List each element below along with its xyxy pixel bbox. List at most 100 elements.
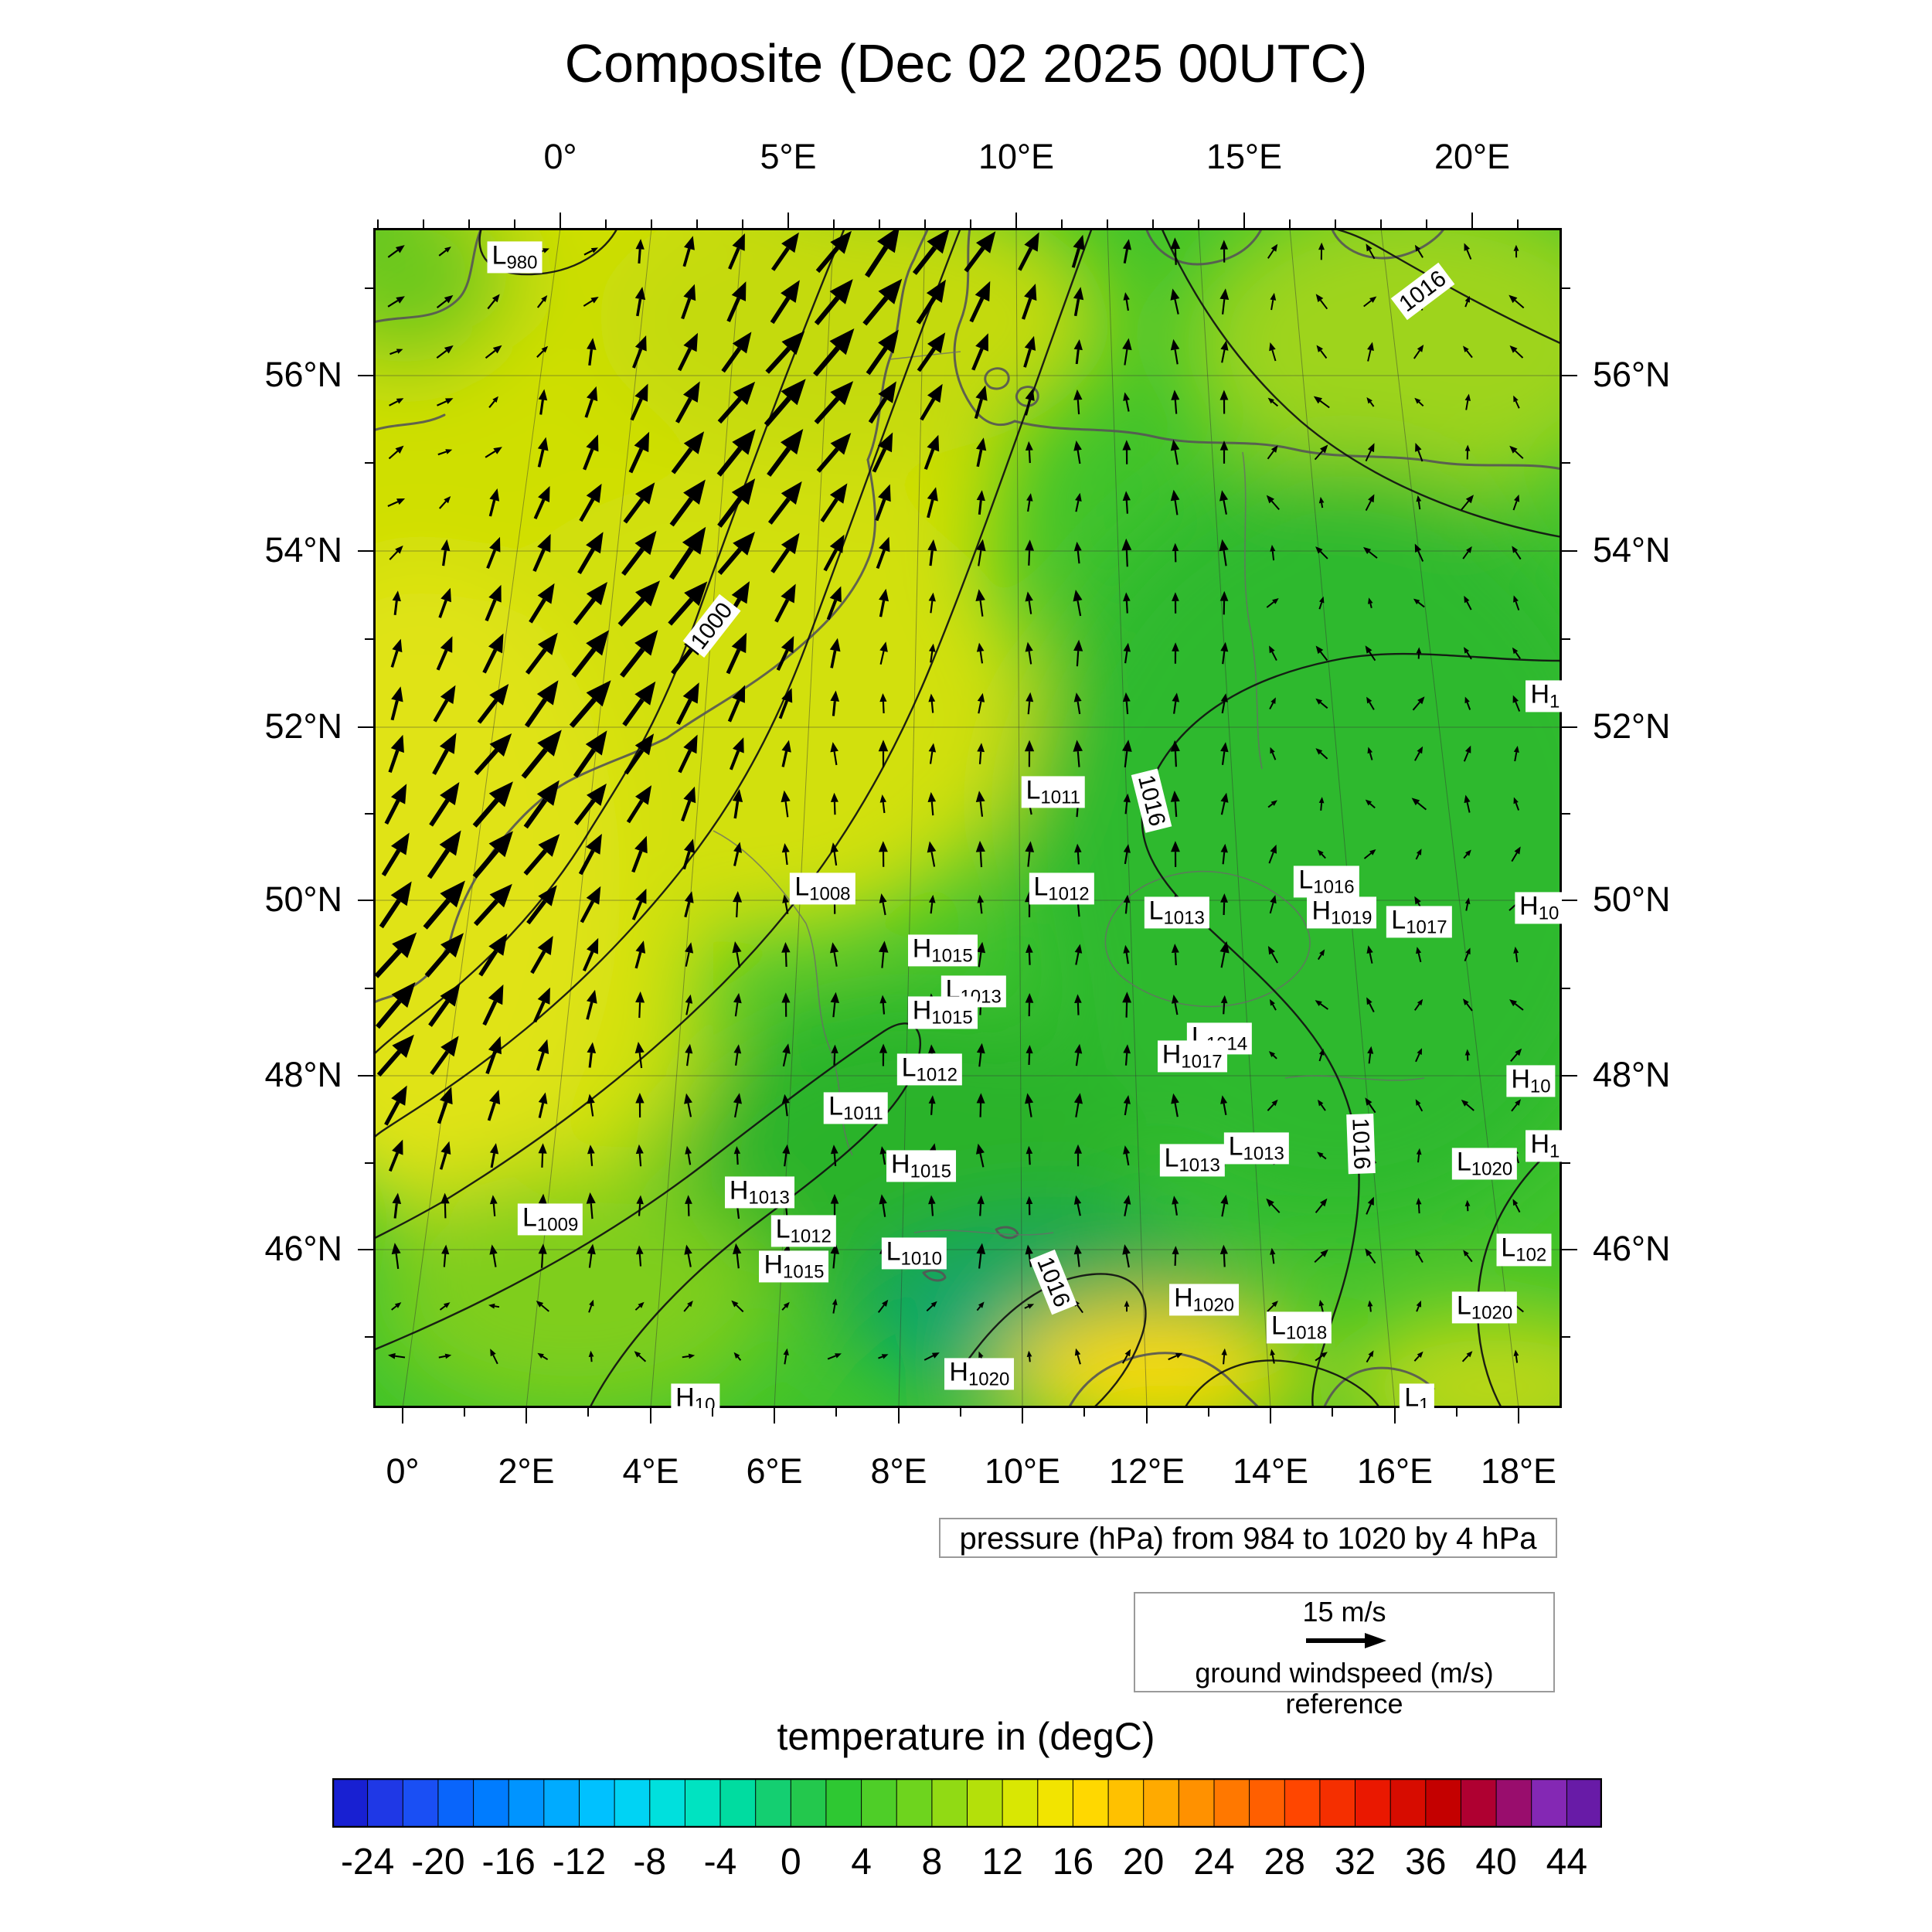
axis-tick bbox=[1562, 374, 1577, 377]
isobar-value-label: 1000 bbox=[682, 594, 741, 658]
axis-tick bbox=[514, 219, 515, 228]
axis-tick bbox=[358, 899, 373, 902]
axis-tick bbox=[879, 219, 880, 228]
axis-tick bbox=[464, 1408, 465, 1417]
colorbar-tick-label: 36 bbox=[1405, 1842, 1447, 1883]
colorbar-tick-label: 20 bbox=[1122, 1842, 1165, 1883]
pressure-center-label: L1020 bbox=[1451, 1291, 1518, 1324]
pressure-center-label: L1013 bbox=[1159, 1144, 1225, 1176]
pressure-center-label: L1017 bbox=[1386, 906, 1452, 938]
pressure-center-label: H1020 bbox=[944, 1358, 1015, 1390]
axis-tick bbox=[651, 219, 652, 228]
map-label-overlay: L980 L1011 L1008 L1012 L1013 L1016 H1019 L1017 H… bbox=[373, 228, 1562, 1408]
axis-tick bbox=[365, 462, 373, 464]
axis-label-bottom: 4°E bbox=[622, 1451, 679, 1491]
axis-tick bbox=[1562, 1162, 1570, 1164]
colorbar-tick-label: 16 bbox=[1052, 1842, 1094, 1883]
pressure-center-label: H1 bbox=[1526, 1130, 1562, 1162]
axis-tick bbox=[1562, 1074, 1577, 1077]
axis-tick bbox=[835, 1408, 837, 1417]
axis-label-bottom: 6°E bbox=[746, 1451, 803, 1491]
axis-label-right: 48°N bbox=[1593, 1055, 1671, 1094]
isobar-value-label: 1016 bbox=[1346, 1113, 1376, 1174]
axis-label-left: 56°N bbox=[264, 355, 342, 394]
colorbar-title: temperature in (degC) bbox=[777, 1715, 1155, 1758]
axis-tick bbox=[1562, 988, 1570, 989]
colorbar-tick-label: -20 bbox=[411, 1842, 465, 1883]
page-title: Composite (Dec 02 2025 00UTC) bbox=[564, 33, 1368, 94]
colorbar-tick-label: -12 bbox=[552, 1842, 607, 1883]
colorbar-tick-label: 40 bbox=[1475, 1842, 1517, 1883]
axis-tick bbox=[401, 1408, 404, 1423]
colorbar-tick-label: -8 bbox=[633, 1842, 667, 1883]
isobar-value-label: 1016 bbox=[1390, 263, 1455, 321]
axis-tick bbox=[1145, 1408, 1148, 1423]
wind-reference-caption: ground windspeed (m/s) reference bbox=[1195, 1657, 1494, 1719]
axis-tick bbox=[1107, 219, 1108, 228]
axis-label-top: 10°E bbox=[978, 137, 1055, 176]
axis-label-top: 15°E bbox=[1206, 137, 1283, 176]
axis-tick bbox=[358, 549, 373, 553]
axis-tick bbox=[1562, 899, 1577, 902]
colorbar-tick-label: 28 bbox=[1264, 1842, 1305, 1883]
axis-tick bbox=[696, 219, 698, 228]
coastlines bbox=[373, 228, 1562, 1408]
axis-tick bbox=[1061, 219, 1063, 228]
axis-tick bbox=[365, 638, 373, 640]
axis-tick bbox=[365, 988, 373, 989]
axis-tick bbox=[423, 219, 424, 228]
axis-label-left: 50°N bbox=[264, 879, 342, 919]
axis-tick bbox=[1289, 219, 1291, 228]
colorbar-tick-labels: -24 -20 -16 -12 -8 -4 0 4 8 12 16 20 24 28 32 36 40 44 bbox=[0, 1841, 1932, 1887]
pressure-center-label: L1020 bbox=[1451, 1148, 1518, 1180]
axis-tick bbox=[1517, 219, 1519, 228]
axis-tick bbox=[1456, 1408, 1458, 1417]
country-borders bbox=[713, 351, 1425, 1236]
axis-label-bottom: 10°E bbox=[984, 1451, 1061, 1491]
axis-tick bbox=[1517, 1408, 1520, 1423]
axis-tick bbox=[605, 219, 607, 228]
axis-label-right: 54°N bbox=[1593, 530, 1671, 570]
axis-tick bbox=[358, 1074, 373, 1077]
pressure-center-label: L1008 bbox=[790, 872, 855, 905]
axis-tick bbox=[649, 1408, 652, 1423]
wind-reference-speed: 15 m/s bbox=[1302, 1596, 1386, 1628]
axis-tick bbox=[1198, 219, 1199, 228]
axis-tick bbox=[1562, 726, 1577, 729]
axis-tick bbox=[365, 813, 373, 815]
pressure-center-label: H1017 bbox=[1157, 1040, 1227, 1073]
colorbar-tick-label: 0 bbox=[780, 1842, 801, 1883]
pressure-center-label: L102 bbox=[1496, 1233, 1552, 1266]
colorbar-tick-label: 32 bbox=[1334, 1842, 1376, 1883]
axis-label-top: 20°E bbox=[1434, 137, 1511, 176]
pressure-center-label: L1013 bbox=[1223, 1132, 1289, 1165]
axis-tick bbox=[773, 1408, 776, 1423]
pressure-center-label: L1 bbox=[1400, 1383, 1434, 1408]
axis-tick bbox=[970, 219, 971, 228]
pressure-center-label: H1 bbox=[1526, 680, 1562, 713]
axis-tick bbox=[1380, 219, 1382, 228]
pressure-center-label: L1012 bbox=[896, 1053, 962, 1086]
colorbar-tick-label: 44 bbox=[1546, 1842, 1588, 1883]
axis-tick bbox=[924, 219, 926, 228]
axis-tick bbox=[1562, 638, 1570, 640]
axis-tick bbox=[365, 1162, 373, 1164]
pressure-center-label: L1016 bbox=[1294, 866, 1359, 898]
axis-tick bbox=[468, 219, 470, 228]
pressure-center-label: H10 bbox=[1515, 891, 1562, 924]
axis-tick bbox=[1562, 462, 1570, 464]
temperature-colorbar bbox=[332, 1778, 1602, 1828]
axis-label-bottom: 8°E bbox=[870, 1451, 927, 1491]
isobar-value-label: 1016 bbox=[1131, 768, 1172, 833]
axis-label-left: 46°N bbox=[264, 1229, 342, 1268]
graticule bbox=[373, 228, 1562, 1408]
pressure-contours bbox=[373, 228, 1562, 1408]
axis-label-left: 52°N bbox=[264, 706, 342, 746]
axis-label-bottom: 16°E bbox=[1356, 1451, 1434, 1491]
axis-label-right: 46°N bbox=[1593, 1229, 1671, 1268]
pressure-center-label: H10 bbox=[671, 1383, 720, 1408]
axis-tick bbox=[1269, 1408, 1272, 1423]
pressure-center-label: L1011 bbox=[824, 1092, 888, 1124]
pressure-center-label: L1010 bbox=[881, 1237, 947, 1270]
